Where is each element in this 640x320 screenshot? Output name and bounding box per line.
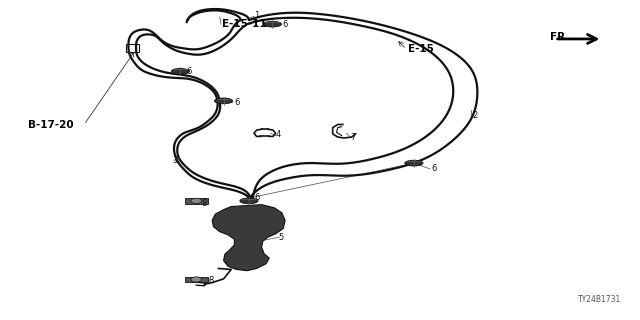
Text: 5: 5: [279, 233, 284, 242]
Circle shape: [191, 277, 202, 282]
Text: 6: 6: [255, 193, 260, 202]
Bar: [185, 277, 208, 282]
Ellipse shape: [214, 98, 232, 104]
Text: E-15: E-15: [408, 44, 433, 54]
Text: 6: 6: [431, 164, 436, 173]
Text: 8: 8: [201, 199, 207, 208]
Ellipse shape: [405, 160, 423, 166]
Ellipse shape: [172, 68, 189, 74]
Text: 6: 6: [187, 68, 192, 76]
Text: FR.: FR.: [550, 32, 569, 42]
Text: TY24B1731: TY24B1731: [578, 295, 621, 304]
Text: E-15-11: E-15-11: [221, 19, 266, 29]
Circle shape: [191, 198, 202, 204]
Ellipse shape: [240, 198, 258, 204]
Text: 8: 8: [208, 276, 214, 284]
Bar: [185, 198, 208, 204]
Text: 6: 6: [282, 20, 287, 29]
Polygon shape: [212, 205, 285, 271]
Text: B-17-20: B-17-20: [28, 120, 74, 130]
Ellipse shape: [263, 21, 282, 27]
Text: 2: 2: [472, 111, 477, 120]
Text: 3: 3: [172, 156, 177, 164]
Text: 4: 4: [276, 130, 281, 139]
Text: 1: 1: [254, 11, 259, 20]
Text: 7: 7: [351, 133, 356, 142]
Text: 6: 6: [234, 98, 240, 107]
